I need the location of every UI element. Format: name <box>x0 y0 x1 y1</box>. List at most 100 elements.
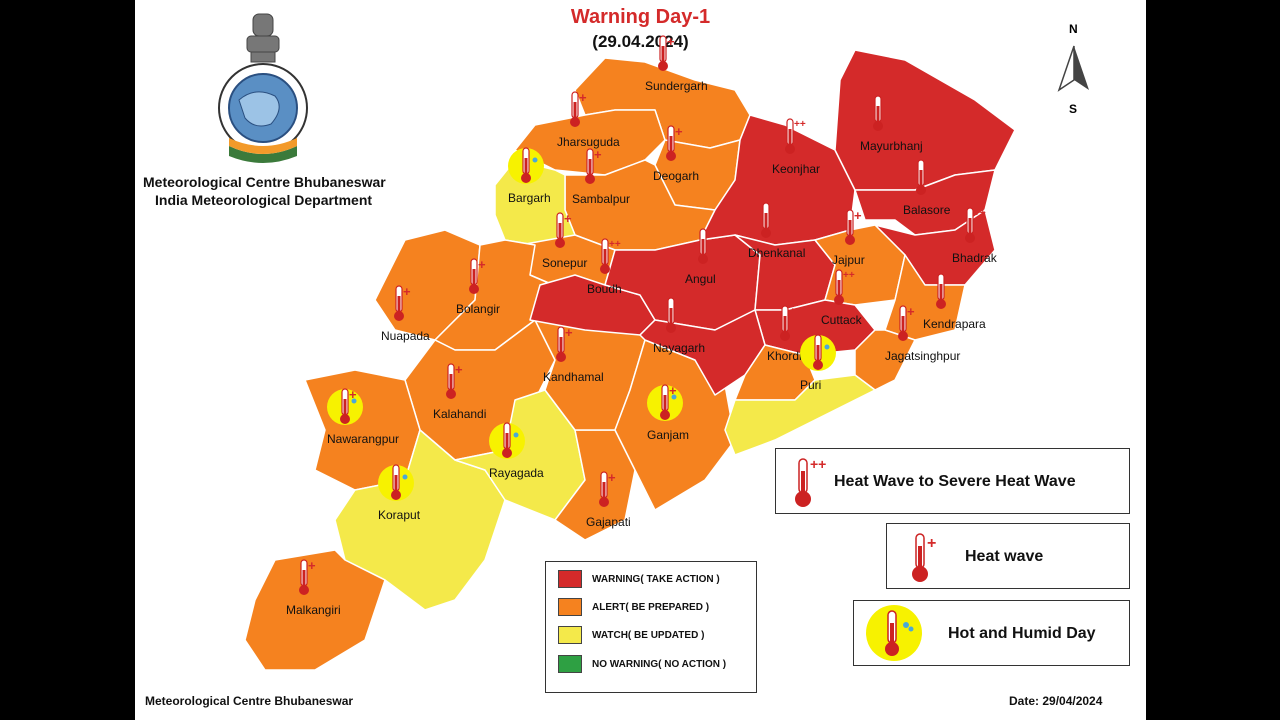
district-hazard-icon-bolangir: + <box>469 257 486 294</box>
imd-emblem-logo <box>218 13 308 163</box>
district-hazard-icon-jajpur: + <box>845 208 862 245</box>
district-label-mayurbhanj: Mayurbhanj <box>860 139 923 153</box>
district-label-ganjam: Ganjam <box>647 428 689 442</box>
district-hazard-icon-puri <box>800 334 836 371</box>
svg-text:++: ++ <box>843 270 855 281</box>
svg-text:++: ++ <box>974 208 986 219</box>
district-hazard-icon-kendrapara: + <box>936 272 953 309</box>
district-label-kalahandi: Kalahandi <box>433 407 486 421</box>
legend-label-watch: WATCH( BE UPDATED ) <box>592 629 705 641</box>
north-arrow-icon <box>1057 45 1089 92</box>
legend-row-warning: WARNING( TAKE ACTION ) <box>558 570 720 588</box>
district-label-jagatsinghpur: Jagatsinghpur <box>885 349 960 363</box>
thermometer-humid-icon <box>866 605 922 661</box>
district-hazard-icon-angul: ++ <box>698 228 719 264</box>
district-label-koraput: Koraput <box>378 508 421 522</box>
district-malkangiri <box>244 549 386 671</box>
thermometer-double-plus-icon: ++ <box>795 456 826 507</box>
legend-swatch-no-warning <box>558 655 582 673</box>
svg-text:+: + <box>565 325 573 340</box>
district-hazard-icon-gajapati: + <box>599 470 616 507</box>
compass-south-label: S <box>1069 102 1078 116</box>
legend-row-watch: WATCH( BE UPDATED ) <box>558 626 704 644</box>
compass-north-label: N <box>1069 22 1078 36</box>
district-hazard-icon-bargarh <box>508 147 544 184</box>
district-label-boudh: Boudh <box>587 282 622 296</box>
district-label-deogarh: Deogarh <box>653 169 699 183</box>
svg-text:+: + <box>789 304 797 319</box>
district-jharsuguda <box>514 109 666 176</box>
svg-text:+: + <box>403 284 411 299</box>
district-label-malkangiri: Malkangiri <box>286 603 341 617</box>
hazard-legend-hot-humid: Hot and Humid Day <box>853 600 1130 666</box>
map-frame: Warning Day-1 (29.04.2024) Meteorologica… <box>135 0 1146 720</box>
svg-text:+: + <box>945 272 953 287</box>
district-hazard-icon-balasore: ++ <box>916 159 937 195</box>
district-hazard-icon-cuttack: ++ <box>834 269 855 305</box>
district-label-kandhamal: Kandhamal <box>543 370 604 384</box>
odisha-district-map: Sundergarh+Jharsuguda+Deogarh+Sambalpur+… <box>244 34 1016 671</box>
district-label-bargarh: Bargarh <box>508 191 551 205</box>
svg-text:+: + <box>478 257 486 272</box>
district-label-gajapati: Gajapati <box>586 515 631 529</box>
svg-text:+: + <box>669 383 677 398</box>
district-hazard-icon-dhenkanal: ++ <box>761 202 782 238</box>
district-label-cuttack: Cuttack <box>821 313 863 327</box>
district-hazard-icon-deogarh: + <box>666 124 683 161</box>
district-label-nayagarh: Nayagarh <box>653 341 705 355</box>
legend-row-no-warning: NO WARNING( NO ACTION ) <box>558 655 726 673</box>
legend-row-alert: ALERT( BE PREPARED ) <box>558 598 709 616</box>
district-hazard-icon-rayagada <box>489 422 525 459</box>
hazard-label-heat-wave: Heat wave <box>965 548 1044 565</box>
district-hazard-icon-nawarangpur: + <box>327 387 363 425</box>
district-hazard-icon-sambalpur: + <box>585 147 602 184</box>
hazard-legend-severe-heat-wave: ++ Heat Wave to Severe Heat Wave <box>775 448 1130 514</box>
svg-text:+: + <box>608 470 616 485</box>
district-hazard-icon-nuapada: + <box>394 284 411 321</box>
svg-text:+: + <box>579 90 587 105</box>
svg-text:+: + <box>455 362 463 377</box>
district-label-bolangir: Bolangir <box>456 302 500 316</box>
org-name-line2: India Meteorological Department <box>155 192 373 208</box>
district-label-kendrapara: Kendrapara <box>923 317 986 331</box>
svg-text:++: ++ <box>882 96 894 107</box>
district-hazard-icon-jharsuguda: + <box>570 90 587 127</box>
district-label-sundergarh: Sundergarh <box>645 79 708 93</box>
legend-swatch-watch <box>558 626 582 644</box>
district-label-dhenkanal: Dhenkanal <box>748 246 805 260</box>
district-hazard-icon-sonepur: + <box>555 211 572 248</box>
district-label-angul: Angul <box>685 272 716 286</box>
legend-label-warning: WARNING( TAKE ACTION ) <box>592 573 720 585</box>
district-hazard-icon-ganjam: + <box>647 383 683 421</box>
hazard-legend-heat-wave: + Heat wave <box>886 523 1130 589</box>
org-name-line1: Meteorological Centre Bhubaneswar <box>143 174 386 190</box>
svg-text:++: ++ <box>810 456 826 472</box>
svg-text:+: + <box>854 208 862 223</box>
district-label-rayagada: Rayagada <box>489 466 544 480</box>
district-label-sambalpur: Sambalpur <box>572 192 630 206</box>
hazard-label-severe-heat-wave: Heat Wave to Severe Heat Wave <box>834 473 1076 490</box>
district-puri <box>724 374 876 456</box>
svg-text:++: ++ <box>770 203 782 214</box>
svg-text:+: + <box>594 147 602 162</box>
district-label-nawarangpur: Nawarangpur <box>327 432 399 446</box>
district-hazard-icon-bhadrak: ++ <box>965 207 986 243</box>
legend-label-no-warning: NO WARNING( NO ACTION ) <box>592 658 727 670</box>
footer-date: Date: 29/04/2024 <box>1009 694 1103 708</box>
page-title: Warning Day-1 <box>570 6 711 28</box>
district-hazard-icon-koraput <box>378 464 414 501</box>
svg-text:++: ++ <box>675 298 687 309</box>
svg-text:+: + <box>667 34 675 49</box>
svg-text:++: ++ <box>609 239 621 250</box>
district-hazard-icon-boudh: ++ <box>600 238 621 274</box>
district-label-keonjhar: Keonjhar <box>772 162 820 176</box>
warning-level-legend: WARNING( TAKE ACTION ) ALERT( BE PREPARE… <box>545 561 757 693</box>
svg-text:++: ++ <box>707 229 719 240</box>
district-hazard-icon-malkangiri: + <box>299 558 316 595</box>
thermometer-plus-icon: + <box>912 533 936 582</box>
district-hazard-icon-nayagarh: ++ <box>666 297 687 333</box>
district-hazard-icon-khordha: + <box>780 304 797 341</box>
legend-label-alert: ALERT( BE PREPARED ) <box>592 601 710 613</box>
svg-text:++: ++ <box>925 160 937 171</box>
svg-text:++: ++ <box>794 119 806 130</box>
